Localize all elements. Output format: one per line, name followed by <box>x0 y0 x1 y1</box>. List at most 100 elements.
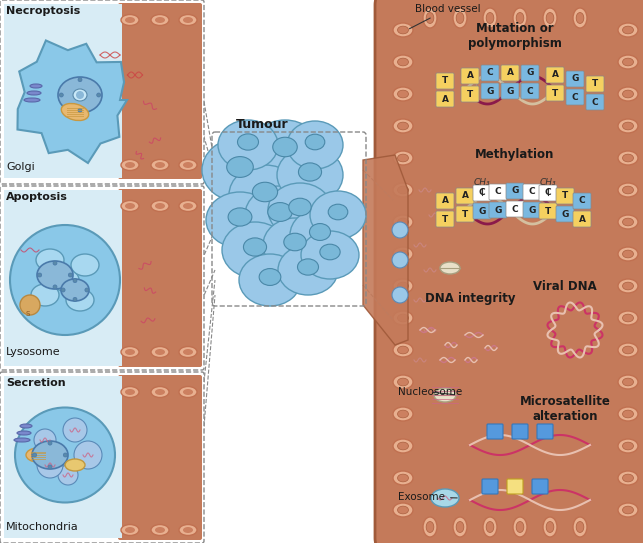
Text: T: T <box>442 76 448 85</box>
Ellipse shape <box>66 289 94 311</box>
Text: Blood vessel: Blood vessel <box>410 4 480 29</box>
FancyBboxPatch shape <box>489 184 507 200</box>
Circle shape <box>38 273 42 277</box>
Ellipse shape <box>622 410 633 418</box>
Ellipse shape <box>310 191 366 239</box>
Ellipse shape <box>393 311 413 325</box>
FancyBboxPatch shape <box>456 206 474 222</box>
Ellipse shape <box>273 137 297 157</box>
Circle shape <box>78 108 82 112</box>
FancyBboxPatch shape <box>473 203 491 219</box>
Ellipse shape <box>618 183 638 197</box>
Text: A: A <box>442 196 449 205</box>
FancyBboxPatch shape <box>481 65 499 81</box>
Ellipse shape <box>151 15 169 26</box>
FancyBboxPatch shape <box>0 0 204 184</box>
Ellipse shape <box>289 198 311 216</box>
Ellipse shape <box>17 431 31 435</box>
Ellipse shape <box>618 119 638 133</box>
Ellipse shape <box>618 55 638 69</box>
Ellipse shape <box>179 160 197 171</box>
Ellipse shape <box>287 121 343 169</box>
FancyBboxPatch shape <box>573 211 591 227</box>
Ellipse shape <box>125 203 135 209</box>
Ellipse shape <box>397 218 408 226</box>
FancyBboxPatch shape <box>556 206 574 222</box>
Text: Viral DNA: Viral DNA <box>533 280 597 293</box>
Circle shape <box>33 453 37 457</box>
Ellipse shape <box>423 517 437 537</box>
Ellipse shape <box>618 87 638 101</box>
Ellipse shape <box>309 224 331 241</box>
FancyBboxPatch shape <box>501 83 519 99</box>
Ellipse shape <box>426 12 434 23</box>
Ellipse shape <box>618 247 638 261</box>
Ellipse shape <box>618 375 638 389</box>
Ellipse shape <box>32 441 68 469</box>
Text: C: C <box>527 87 533 96</box>
Bar <box>4 4 122 178</box>
Text: C: C <box>545 188 551 197</box>
Ellipse shape <box>183 389 193 395</box>
Text: G: G <box>494 206 502 215</box>
Circle shape <box>34 429 56 451</box>
Ellipse shape <box>393 247 413 261</box>
Ellipse shape <box>183 17 193 23</box>
Ellipse shape <box>227 156 253 178</box>
Ellipse shape <box>155 389 165 395</box>
Ellipse shape <box>183 349 193 355</box>
Ellipse shape <box>121 15 139 26</box>
Ellipse shape <box>618 439 638 453</box>
Ellipse shape <box>453 8 467 28</box>
Text: C: C <box>579 196 585 205</box>
Text: A: A <box>462 191 469 200</box>
Ellipse shape <box>618 23 638 37</box>
Ellipse shape <box>397 26 408 34</box>
Text: G: G <box>527 68 534 77</box>
Ellipse shape <box>20 424 32 428</box>
Ellipse shape <box>622 90 633 98</box>
Ellipse shape <box>393 23 413 37</box>
Ellipse shape <box>37 261 73 289</box>
Ellipse shape <box>183 162 193 168</box>
Ellipse shape <box>397 122 408 130</box>
Ellipse shape <box>179 387 197 397</box>
Text: G: G <box>561 210 568 219</box>
Ellipse shape <box>298 163 322 181</box>
Text: T: T <box>562 191 568 200</box>
Text: C: C <box>592 98 599 107</box>
Circle shape <box>73 298 77 301</box>
Ellipse shape <box>65 459 85 471</box>
Text: A: A <box>552 70 559 79</box>
Ellipse shape <box>245 186 315 244</box>
Ellipse shape <box>393 119 413 133</box>
Ellipse shape <box>393 503 413 517</box>
Ellipse shape <box>301 231 359 279</box>
Ellipse shape <box>397 474 408 482</box>
Circle shape <box>53 285 57 289</box>
Ellipse shape <box>618 471 638 485</box>
Ellipse shape <box>393 471 413 485</box>
Circle shape <box>59 93 63 97</box>
Ellipse shape <box>543 8 557 28</box>
Ellipse shape <box>618 407 638 421</box>
Circle shape <box>48 441 52 445</box>
Ellipse shape <box>393 375 413 389</box>
FancyBboxPatch shape <box>461 86 479 102</box>
FancyBboxPatch shape <box>118 375 202 540</box>
Ellipse shape <box>267 203 293 222</box>
FancyBboxPatch shape <box>566 71 584 87</box>
Circle shape <box>85 288 89 292</box>
Ellipse shape <box>30 84 42 88</box>
FancyBboxPatch shape <box>523 202 541 218</box>
Ellipse shape <box>573 8 587 28</box>
Circle shape <box>76 91 84 99</box>
Text: Lysosome: Lysosome <box>6 347 60 357</box>
Text: C: C <box>572 93 578 102</box>
Circle shape <box>73 279 77 283</box>
Text: T: T <box>592 79 598 88</box>
Ellipse shape <box>125 527 135 533</box>
Ellipse shape <box>61 104 89 121</box>
Ellipse shape <box>393 439 413 453</box>
Ellipse shape <box>320 244 340 260</box>
